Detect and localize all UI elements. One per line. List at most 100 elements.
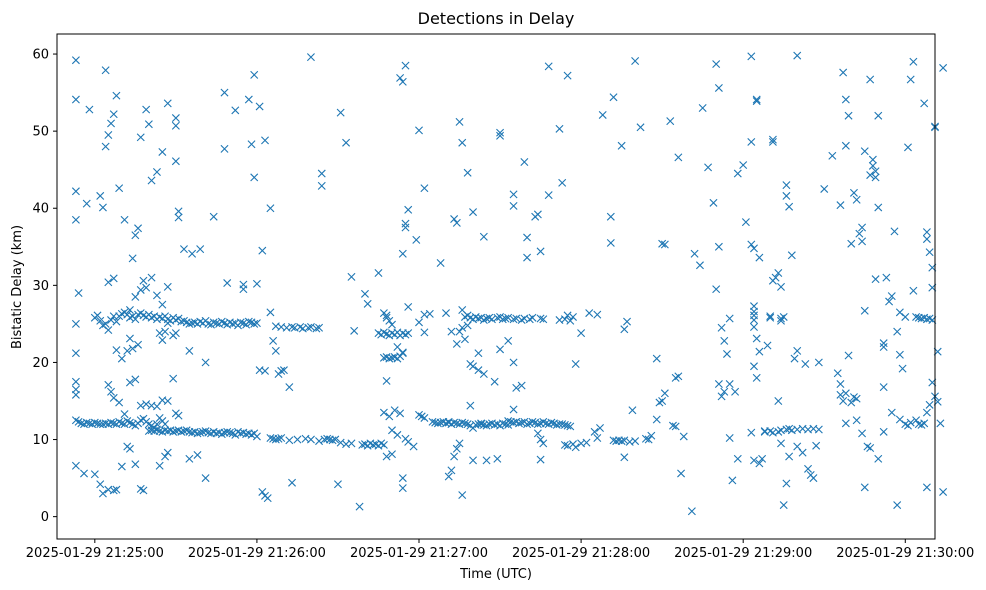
data-point <box>355 502 364 511</box>
data-point <box>82 418 91 427</box>
data-point <box>793 346 802 355</box>
data-point <box>679 432 688 441</box>
data-point <box>874 454 883 463</box>
data-point <box>117 419 126 428</box>
data-point <box>128 254 137 263</box>
data-point <box>750 244 758 253</box>
data-point <box>90 418 99 427</box>
data-point <box>533 429 542 438</box>
data-point <box>71 377 80 386</box>
x-axis: 2025-01-29 21:25:00 2025-01-29 21:26:00 20… <box>26 539 974 561</box>
data-point <box>152 168 161 176</box>
data-point <box>323 434 332 443</box>
data-point <box>231 106 240 115</box>
data-point <box>193 450 202 459</box>
data-point <box>293 435 302 444</box>
data-point <box>158 300 167 309</box>
data-point <box>585 309 594 318</box>
data-point <box>752 334 761 343</box>
data-point <box>852 416 861 425</box>
data-point <box>560 420 569 429</box>
data-point <box>504 417 513 426</box>
data-point <box>820 184 829 193</box>
data-point <box>174 411 183 420</box>
data-point <box>374 269 383 277</box>
data-point <box>504 313 513 322</box>
data-point <box>112 317 121 326</box>
data-point <box>777 439 786 448</box>
data-point <box>455 327 464 336</box>
data-point <box>666 117 675 126</box>
data-point <box>288 478 297 487</box>
data-point <box>566 422 575 431</box>
data-point <box>790 354 799 363</box>
data-point <box>331 435 340 444</box>
data-point <box>539 439 548 448</box>
data-point <box>520 157 529 166</box>
data-point <box>112 346 121 355</box>
data-point <box>285 383 294 392</box>
data-point <box>912 312 921 321</box>
data-point <box>677 469 686 478</box>
data-point <box>123 346 132 355</box>
data-point <box>223 279 232 288</box>
data-point <box>398 474 407 483</box>
data-point <box>844 351 853 360</box>
data-point <box>96 480 105 489</box>
data-point <box>188 249 197 258</box>
data-point <box>455 117 464 126</box>
data-point <box>107 119 116 128</box>
data-point <box>641 434 650 443</box>
data-point <box>709 198 718 207</box>
data-point <box>809 474 818 483</box>
data-point <box>277 366 286 375</box>
data-point <box>858 223 867 232</box>
data-point <box>107 418 116 427</box>
data-point <box>161 452 170 461</box>
data-point <box>852 195 861 204</box>
data-point <box>396 409 405 418</box>
data-point <box>474 366 483 375</box>
data-point <box>536 247 545 256</box>
data-point <box>841 389 850 398</box>
data-point <box>747 428 756 437</box>
data-point <box>139 486 148 495</box>
data-point <box>563 421 572 430</box>
data-point <box>163 99 172 108</box>
data-point <box>674 153 683 162</box>
data-point <box>155 461 164 470</box>
data-point <box>774 397 783 405</box>
data-point <box>350 326 359 335</box>
data-point <box>104 380 113 389</box>
y-tick-label: 0 <box>41 510 49 525</box>
data-point <box>804 464 813 473</box>
data-point <box>836 380 845 389</box>
data-point <box>179 245 188 254</box>
data-point <box>747 137 756 146</box>
data-point <box>388 450 396 459</box>
data-point <box>755 347 764 356</box>
data-point <box>631 56 640 65</box>
data-point <box>469 362 478 371</box>
data-point <box>712 60 721 69</box>
data-point <box>582 438 591 447</box>
data-point <box>169 374 178 383</box>
data-point <box>139 276 148 285</box>
data-point <box>752 95 761 104</box>
data-point <box>428 417 437 426</box>
data-point <box>185 319 194 328</box>
data-point <box>874 111 883 120</box>
data-point <box>131 460 140 469</box>
data-point <box>306 322 315 331</box>
data-point <box>560 315 569 324</box>
data-point <box>920 99 929 108</box>
y-tick-label: 60 <box>32 48 49 63</box>
data-point <box>390 406 399 415</box>
data-point <box>136 133 145 142</box>
data-point <box>828 151 837 160</box>
data-point <box>536 455 545 464</box>
data-point <box>74 289 83 298</box>
data-point <box>336 108 345 117</box>
data-point <box>628 406 637 415</box>
data-point <box>563 311 572 320</box>
